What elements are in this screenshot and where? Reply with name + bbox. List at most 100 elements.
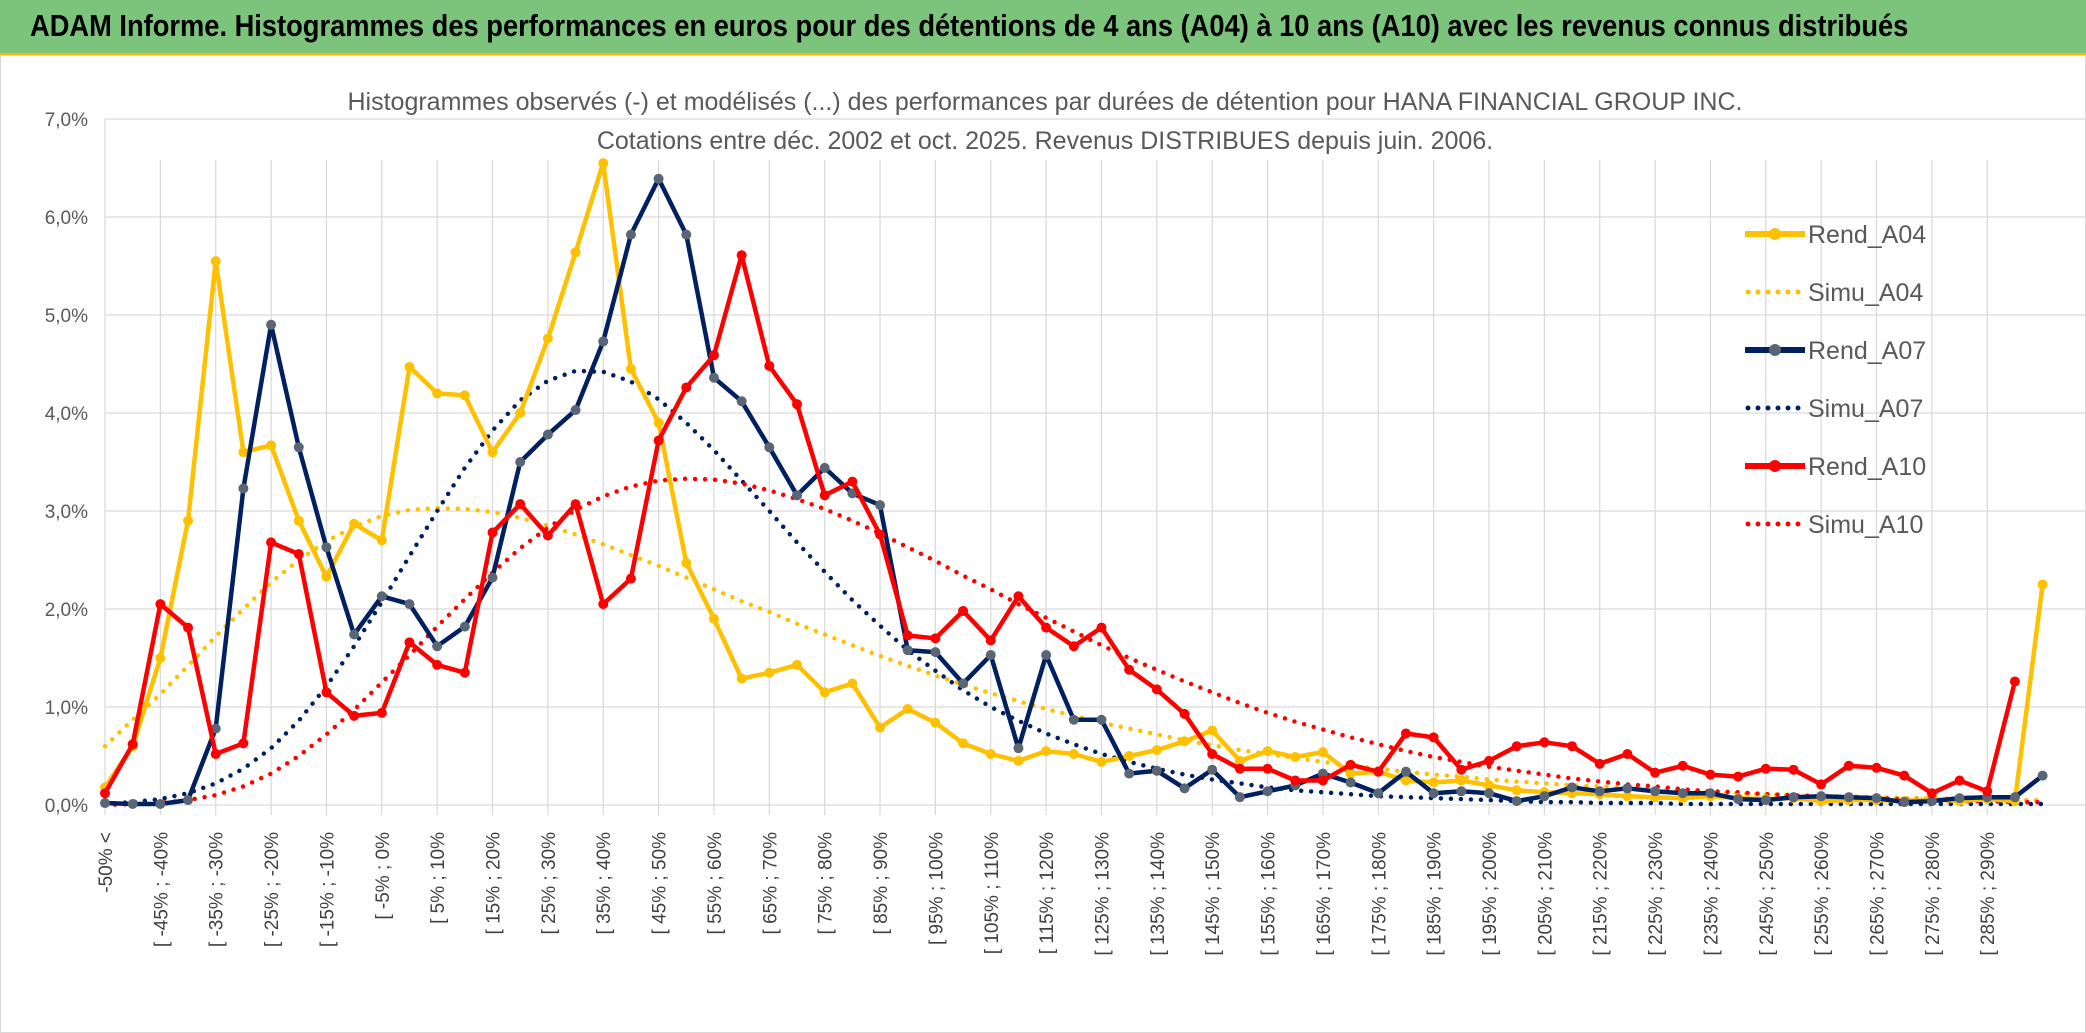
data-point-rend-a04 [155, 653, 166, 663]
data-point-rend-a10 [376, 707, 387, 718]
x-tick-label: [ 285% ; 290% [1978, 832, 1999, 956]
data-point-rend-a07 [1317, 768, 1328, 779]
data-point-rend-a07 [100, 798, 110, 809]
x-tick-label: [ 125% ; 130% [1092, 832, 1113, 956]
x-tick-label: [ 15% ; 20% [484, 832, 505, 935]
data-point-rend-a10 [127, 739, 138, 750]
data-point-rend-a04 [1013, 755, 1024, 766]
data-point-rend-a10 [1151, 684, 1162, 695]
data-point-rend-a10 [1677, 760, 1688, 771]
data-point-rend-a10 [708, 350, 719, 361]
data-point-rend-a10 [100, 788, 110, 799]
data-point-rend-a10 [432, 659, 443, 670]
x-tick-label: -50% < [96, 832, 117, 893]
x-tick-label: [ 115% ; 120% [1037, 832, 1058, 954]
data-point-rend-a10 [847, 476, 858, 487]
data-point-rend-a10 [321, 687, 332, 698]
x-tick-label: [ 185% ; 190% [1425, 832, 1446, 956]
x-tick-label: [ 165% ; 170% [1314, 832, 1335, 956]
x-tick-label: [ 75% ; 80% [816, 832, 837, 935]
data-point-rend-a10 [1096, 622, 1107, 633]
data-point-rend-a10 [238, 738, 249, 749]
data-point-rend-a10 [570, 499, 581, 510]
simulated-series [102, 368, 2045, 808]
y-tick-label: 1,0% [45, 698, 88, 719]
legend-label-simu-a07: Simu_A07 [1808, 395, 1923, 423]
data-point-rend-a07 [1567, 782, 1578, 793]
x-tick-label: [ 275% ; 280% [1923, 832, 1944, 956]
data-point-rend-a07 [404, 599, 415, 610]
data-point-rend-a04 [293, 515, 304, 526]
x-tick-label: [ 175% ; 180% [1369, 832, 1390, 956]
data-point-rend-a07 [1484, 788, 1494, 799]
y-axis-ticks: 0,0% 1,0% 2,0% 3,0% 4,0% 5,0% 6,0% 7,0% [45, 110, 88, 817]
data-point-rend-a04 [792, 659, 802, 670]
y-tick-label: 0,0% [45, 796, 88, 817]
data-point-rend-a07 [653, 173, 664, 184]
data-point-rend-a04 [1124, 751, 1135, 761]
data-point-rend-a10 [2009, 676, 2020, 687]
data-point-rend-a10 [155, 599, 166, 610]
data-point-rend-a04 [1262, 746, 1273, 757]
data-point-rend-a07 [1760, 795, 1771, 806]
data-point-rend-a04 [681, 557, 692, 568]
x-tick-label: [ 5% ; 10% [428, 832, 449, 924]
data-point-rend-a07 [764, 442, 775, 453]
x-tick-label: [ 225% ; 230% [1646, 832, 1667, 956]
data-point-rend-a07 [1733, 794, 1744, 805]
data-point-rend-a07 [930, 647, 941, 658]
data-point-rend-a07 [1096, 714, 1107, 725]
data-point-rend-a10 [1954, 775, 1965, 786]
data-point-rend-a04 [1096, 756, 1107, 767]
data-point-rend-a07 [459, 621, 470, 632]
data-point-rend-a07 [1345, 777, 1356, 788]
data-point-rend-a10 [598, 599, 609, 610]
series-line-simu-a07 [102, 368, 2045, 807]
data-point-rend-a07 [2037, 770, 2048, 781]
data-point-rend-a04 [432, 388, 443, 399]
data-point-rend-a10 [1871, 762, 1882, 773]
data-point-rend-a10 [1068, 641, 1079, 652]
x-tick-label: [ 255% ; 260% [1812, 832, 1833, 956]
data-point-rend-a07 [183, 795, 194, 806]
data-point-rend-a10 [1179, 708, 1190, 719]
legend: Rend_A04 Simu_A04 Rend_A07 Simu_A07 Rend_A10… [1745, 221, 1926, 539]
y-tick-label: 6,0% [45, 208, 88, 229]
legend-label-simu-a10: Simu_A10 [1808, 511, 1923, 539]
data-point-rend-a10 [1373, 766, 1384, 777]
data-point-rend-a07 [1151, 765, 1162, 776]
data-point-rend-a04 [349, 518, 360, 529]
data-point-rend-a04 [598, 158, 609, 169]
data-point-rend-a10 [1290, 775, 1301, 786]
legend-marker-rend-a04 [1769, 228, 1781, 240]
data-point-rend-a10 [1622, 749, 1633, 760]
chart-subtitle: Cotations entre déc. 2002 et oct. 2025. … [597, 127, 1493, 155]
data-point-rend-a07 [1677, 788, 1688, 799]
data-point-rend-a07 [985, 650, 996, 661]
data-point-rend-a10 [958, 605, 969, 616]
data-point-rend-a10 [902, 630, 913, 641]
data-point-rend-a07 [1871, 793, 1882, 804]
data-point-rend-a07 [349, 629, 360, 640]
data-point-rend-a10 [764, 360, 775, 371]
data-point-rend-a04 [1317, 747, 1328, 758]
data-point-rend-a10 [515, 499, 526, 510]
data-point-rend-a10 [985, 635, 996, 646]
data-point-rend-a07 [681, 229, 692, 240]
data-point-rend-a04 [570, 247, 581, 258]
data-point-rend-a10 [1124, 664, 1135, 675]
report-banner: ADAM Informe. Histogrammes des performan… [0, 0, 2086, 55]
data-point-rend-a04 [708, 613, 719, 624]
data-point-rend-a10 [1733, 771, 1744, 782]
data-point-rend-a07 [293, 442, 304, 453]
data-point-rend-a10 [1650, 767, 1661, 778]
data-point-rend-a07 [1400, 766, 1411, 777]
observed-series [100, 158, 2048, 810]
data-point-rend-a10 [1041, 622, 1052, 633]
data-point-rend-a04 [404, 361, 415, 372]
series-line-rend-a10 [103, 252, 2018, 796]
data-point-rend-a07 [1207, 764, 1218, 775]
x-tick-label: [ 235% ; 240% [1701, 832, 1722, 956]
x-tick-label: [ -35% ; -30% [207, 832, 228, 947]
x-tick-label: [ 35% ; 40% [594, 832, 615, 935]
